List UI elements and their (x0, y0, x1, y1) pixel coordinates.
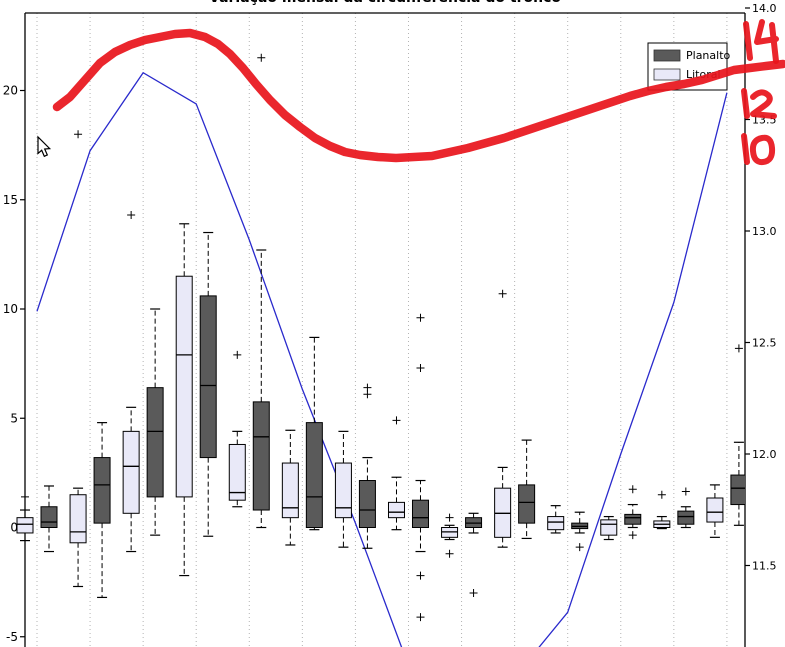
box (677, 510, 695, 525)
flier-plus (416, 613, 425, 622)
boxplot-litoral-month-13 (653, 490, 671, 530)
boxplot-planalto-month-1 (40, 485, 58, 553)
axis-left-tick-label: 0 (10, 521, 18, 535)
box (146, 387, 164, 498)
box (600, 519, 618, 536)
legend-patch-litoral (653, 68, 681, 81)
axis-left-tick-label: -5 (6, 630, 18, 644)
boxplot-planalto-month-4 (199, 231, 217, 537)
red-ink-curve (52, 28, 785, 163)
boxplot-litoral-month-14 (706, 484, 724, 538)
flier-plus (657, 490, 666, 499)
boxplot-planalto-month-13 (677, 487, 695, 529)
flier-plus (257, 53, 266, 62)
legend-patch-planalto (653, 49, 681, 62)
flier-plus (445, 513, 454, 522)
flier-plus (628, 485, 637, 494)
red-ink-label-14 (743, 19, 779, 64)
flier-plus (127, 211, 136, 220)
box (69, 494, 87, 544)
boxplot-planalto-month-14 (730, 344, 745, 526)
flier-plus (74, 130, 83, 139)
flier-plus (681, 487, 690, 496)
flier-plus (469, 589, 478, 598)
boxplot-planalto-month-6 (305, 336, 323, 531)
axis-right-tick-label: 12.0 (752, 448, 777, 461)
boxplot-planalto-month-9 (465, 512, 483, 598)
axis-right-tick-label: 11.5 (752, 560, 777, 573)
boxplot-litoral-month-5 (228, 350, 246, 508)
axis-left-tick-label: 15 (3, 193, 18, 207)
box (305, 422, 323, 528)
box (387, 501, 405, 519)
flier-plus (21, 492, 29, 501)
boxplot-litoral-month-6 (281, 429, 299, 546)
boxplot-planalto-month-2 (93, 422, 111, 599)
axis-right-tick-label: 13.0 (752, 225, 777, 238)
boxplot-planalto-month-11 (571, 511, 589, 552)
box (547, 516, 565, 531)
box (175, 275, 193, 498)
flier-plus (416, 363, 425, 372)
boxplot-litoral-month-7 (334, 430, 352, 548)
flier-plus (734, 344, 743, 353)
boxplot-litoral-month-3 (122, 211, 140, 553)
box (730, 474, 745, 506)
flier-plus (392, 416, 401, 425)
boxplot-planalto-month-7 (358, 383, 376, 549)
flier-plus (575, 543, 584, 552)
axis-left-tick-label: 20 (3, 84, 18, 98)
flier-plus (233, 350, 242, 359)
boxplot-planalto-month-5 (252, 53, 270, 529)
box (16, 517, 34, 534)
mouse-cursor (37, 135, 52, 158)
box (40, 506, 58, 528)
chart-title: Variação mensal da circunferência do tro… (209, 0, 561, 6)
red-ink-label-10 (741, 133, 776, 166)
box (706, 497, 724, 523)
box (122, 430, 140, 514)
photoperiod-line (36, 71, 728, 647)
box (518, 484, 536, 524)
boxplot-litoral-month-12 (600, 515, 618, 541)
boxes-layer (16, 53, 745, 622)
box (228, 443, 246, 501)
red-ink-label-12 (741, 88, 777, 119)
flier-plus (416, 571, 425, 580)
box (199, 295, 217, 459)
boxplot-planalto-month-3 (146, 308, 164, 536)
boxplot-litoral-month-9 (441, 513, 459, 558)
box (411, 499, 429, 528)
axis-left-tick-label: 10 (3, 302, 18, 316)
flier-plus (445, 549, 454, 558)
axis-right-tick-label: 12.5 (752, 337, 777, 350)
boxplot-litoral-month-11 (547, 505, 565, 534)
boxplot-planalto-month-12 (624, 485, 642, 540)
flier-plus (628, 531, 637, 540)
box (281, 462, 299, 519)
flier-plus (416, 313, 425, 322)
boxplot-planalto-month-8 (411, 313, 429, 622)
boxplot-litoral-month-2 (69, 130, 87, 588)
boxplot-planalto-month-10 (518, 439, 536, 540)
axis-right-tick-label: 14.0 (752, 2, 777, 15)
boxplot-litoral-month-8 (387, 416, 405, 531)
box (624, 513, 642, 525)
boxplot-litoral-month-10 (494, 289, 512, 548)
box (358, 480, 376, 528)
box (252, 401, 270, 511)
boxplot-litoral-month-4 (175, 223, 193, 577)
flier-plus (498, 289, 507, 298)
flier-plus (363, 390, 372, 399)
box (93, 457, 111, 524)
boxplot-litoral-month-1 (16, 492, 34, 542)
box (334, 462, 352, 519)
axis-left-tick-label: 5 (10, 411, 18, 425)
legend-label-planalto: Planalto (686, 49, 731, 62)
